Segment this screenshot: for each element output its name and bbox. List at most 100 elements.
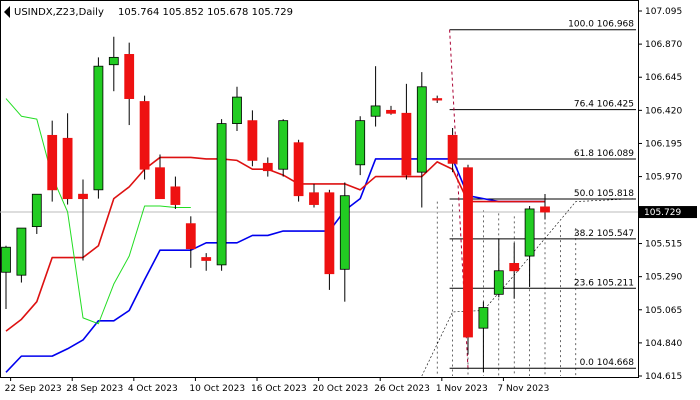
bearish-candle-body xyxy=(201,257,212,261)
bullish-candle-body xyxy=(355,120,366,166)
bearish-candle-body xyxy=(62,137,73,200)
bullish-candle-body xyxy=(493,270,504,295)
candle xyxy=(401,83,412,180)
candle xyxy=(509,242,520,299)
candle xyxy=(47,120,58,202)
candle xyxy=(78,179,88,261)
candle xyxy=(93,57,104,199)
price-axis: 107.095 106.870 106.645 106.420 106.195 105.9… xyxy=(638,7,697,382)
bullish-candle-body xyxy=(216,123,227,266)
y-tick-label: 105.515 xyxy=(645,240,682,250)
bearish-candle-body xyxy=(432,98,443,101)
fib-level-label: 50.0 105.818 xyxy=(574,189,634,199)
y-tick-label: 104.615 xyxy=(645,372,682,382)
y-tick-label: 104.840 xyxy=(645,339,682,349)
bearish-candle-body xyxy=(463,167,473,338)
y-tick-label: 105.065 xyxy=(645,306,682,316)
bullish-candle-body xyxy=(370,105,381,117)
x-tick-label: 1 Nov 2023 xyxy=(436,384,488,394)
candle xyxy=(370,66,381,127)
candle xyxy=(185,216,196,268)
time-axis: 22 Sep 2023 28 Sep 2023 4 Oct 2023 10 Oct 2… xyxy=(5,377,549,394)
y-tick-label: 107.095 xyxy=(645,7,682,17)
bullish-candle-body xyxy=(232,96,242,124)
bullish-candle-body xyxy=(416,86,427,173)
y-tick-label: 106.870 xyxy=(645,40,682,50)
bearish-candle-body xyxy=(185,223,196,250)
y-tick-label: 105.970 xyxy=(645,173,682,183)
candle xyxy=(170,176,181,209)
bearish-candle-body xyxy=(324,192,335,275)
current-price-box xyxy=(639,206,697,219)
candle xyxy=(124,42,135,126)
candle xyxy=(540,193,550,220)
bullish-candle-body xyxy=(339,195,350,270)
fib-level-label: 76.4 106.425 xyxy=(574,100,634,110)
chart-header: USINDX,Z23,Daily 105.764 105.852 105.678… xyxy=(4,6,293,18)
candle xyxy=(386,105,396,115)
candle xyxy=(524,206,535,287)
candle xyxy=(416,72,427,208)
candle xyxy=(1,245,11,310)
bearish-candle-body xyxy=(509,263,520,272)
bearish-candle-body xyxy=(124,54,135,99)
candle xyxy=(463,164,473,355)
candle xyxy=(108,36,119,92)
candle xyxy=(16,227,27,283)
bullish-candle-body xyxy=(1,246,11,273)
candle xyxy=(31,193,42,234)
candle xyxy=(62,113,73,205)
candles-layer xyxy=(1,36,550,373)
bullish-candle-body xyxy=(278,120,289,170)
ohlc-values: 105.764 105.852 105.678 105.729 xyxy=(118,7,293,18)
bearish-candle-body xyxy=(78,193,88,200)
fib-level-label: 38.2 105.547 xyxy=(574,229,634,239)
candle xyxy=(155,154,165,200)
symbol-label: USINDX,Z23,Daily xyxy=(14,7,104,18)
bearish-candle-body xyxy=(139,101,150,170)
candle xyxy=(478,301,489,373)
fib-level-label: 100.0 106.968 xyxy=(568,20,634,30)
fib-level-label: 0.0 104.668 xyxy=(580,358,635,368)
x-tick-label: 10 Oct 2023 xyxy=(189,384,245,394)
current-price-label: 105.729 xyxy=(644,208,681,218)
x-tick-label: 4 Oct 2023 xyxy=(128,384,178,394)
bullish-candle-body xyxy=(93,65,104,191)
x-tick-label: 26 Oct 2023 xyxy=(374,384,430,394)
candle xyxy=(355,116,366,176)
bearish-candle-body xyxy=(309,192,319,205)
bearish-candle-body xyxy=(386,109,396,114)
y-tick-label: 106.645 xyxy=(645,73,682,83)
candle xyxy=(339,182,350,302)
candle xyxy=(139,95,150,180)
bullish-candle-body xyxy=(478,307,489,329)
candle xyxy=(216,119,227,271)
bullish-candle-body xyxy=(31,193,42,228)
collapse-triangle-icon[interactable] xyxy=(4,6,10,18)
candle xyxy=(247,110,258,167)
y-tick-label: 106.420 xyxy=(645,106,682,116)
bearish-candle-body xyxy=(447,134,458,164)
candle xyxy=(232,86,242,131)
bearish-candle-body xyxy=(155,167,165,200)
bearish-candle-body xyxy=(47,134,58,191)
chikou-span-line xyxy=(5,98,191,325)
bullish-candle-body xyxy=(16,227,27,276)
y-tick-label: 105.290 xyxy=(645,273,682,283)
candle xyxy=(309,183,319,208)
kijun-sen-line xyxy=(5,156,545,332)
tenkan-sen-line xyxy=(5,158,545,373)
bullish-candle-body xyxy=(524,208,535,257)
x-tick-label: 16 Oct 2023 xyxy=(251,384,307,394)
fib-level-label: 23.6 105.211 xyxy=(574,278,634,288)
fib-level-label: 61.8 106.089 xyxy=(574,149,634,159)
bearish-candle-body xyxy=(247,120,258,161)
x-tick-label: 22 Sep 2023 xyxy=(5,384,62,394)
candle xyxy=(447,128,458,173)
candle xyxy=(432,95,443,103)
x-tick-label: 20 Oct 2023 xyxy=(313,384,369,394)
bearish-candle-body xyxy=(540,206,550,213)
